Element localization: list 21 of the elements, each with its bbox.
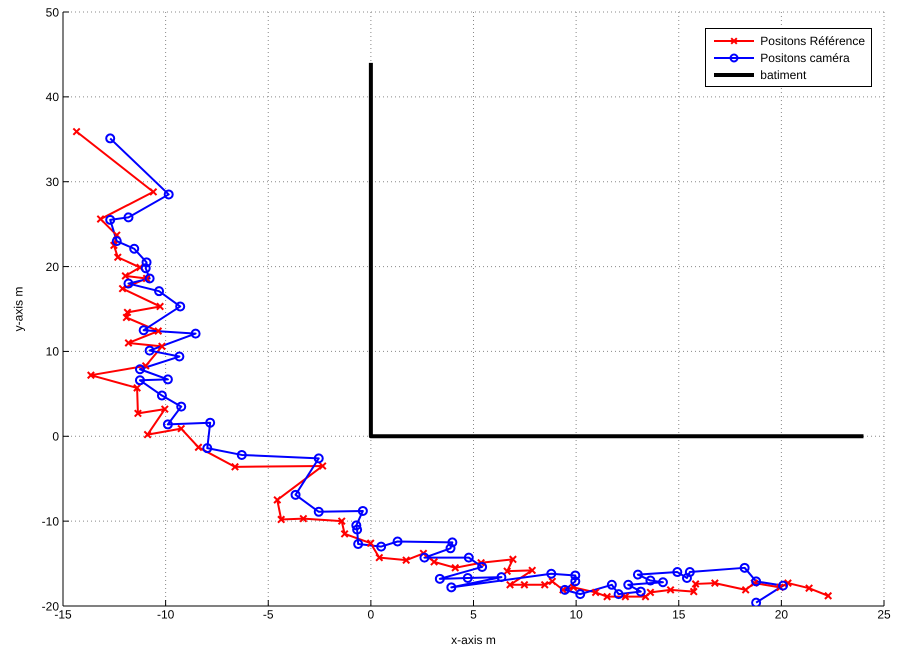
legend-label: Positons caméra: [760, 50, 850, 64]
y-tick-label: -20: [42, 599, 60, 614]
x-tick-label: 25: [877, 608, 891, 622]
legend-label: Positons Référence: [760, 34, 865, 48]
x-tick-label: 15: [672, 608, 686, 622]
legend-label: batiment: [760, 68, 806, 82]
y-tick-label: 20: [46, 260, 60, 274]
y-tick-label: -10: [42, 514, 60, 528]
x-tick-label: 20: [774, 608, 788, 622]
y-tick-label: 30: [46, 174, 60, 189]
x-tick-label: 0: [368, 608, 375, 622]
y-tick-label: 0: [52, 430, 60, 444]
x-tick-label: 10: [569, 608, 584, 622]
y-tick-label: 40: [46, 90, 60, 104]
y-tick-label: 10: [46, 344, 60, 359]
x-tick-label: 5: [470, 608, 478, 622]
x-axis-title: x-axis m: [451, 633, 496, 647]
y-axis-title: y-axis m: [11, 286, 26, 332]
y-tick-label: 50: [46, 5, 60, 20]
x-tick-label: -10: [156, 608, 175, 622]
x-tick-label: -5: [262, 608, 274, 622]
